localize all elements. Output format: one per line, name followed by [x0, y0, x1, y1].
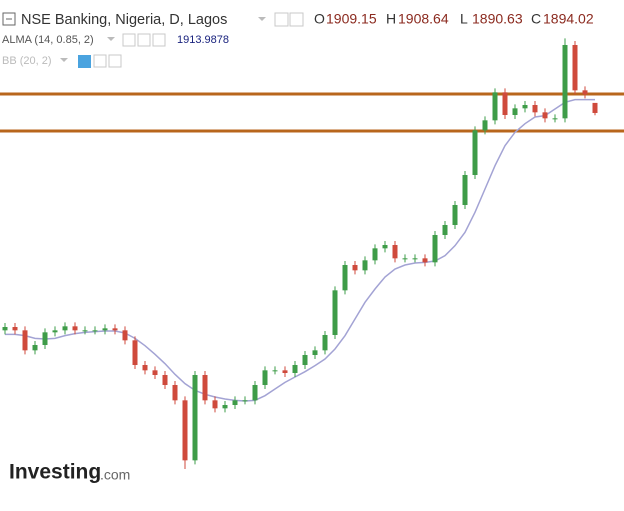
candle-body: [162, 375, 168, 385]
indicator-name: ALMA (14, 0.85, 2): [2, 34, 94, 46]
candle-body: [352, 265, 358, 271]
settings-icon[interactable]: [137, 33, 151, 47]
candle-body: [202, 375, 208, 401]
ohlc-value: 1890.63: [472, 11, 523, 27]
header: NSE Banking, Nigeria, D, Lagos ALMA (14,…: [2, 11, 594, 68]
eye-icon[interactable]: [274, 12, 289, 27]
eye-icon[interactable]: [78, 55, 91, 68]
candle-body: [382, 245, 388, 249]
watermark-brand: Investing: [9, 461, 101, 484]
candle-body: [92, 330, 98, 332]
candle-body: [222, 405, 228, 409]
candle-body: [392, 245, 398, 259]
candle-body: [262, 370, 268, 385]
candle-body: [152, 370, 158, 375]
candle-body: [212, 400, 218, 409]
candle-body: [182, 400, 188, 461]
watermark-suffix: .com: [100, 467, 130, 483]
chart-title: NSE Banking, Nigeria, D, Lagos: [21, 12, 227, 28]
candle-body: [542, 112, 548, 119]
candle-body: [532, 105, 538, 113]
candle-body: [112, 328, 118, 331]
candle-body: [502, 92, 508, 115]
candle-body: [472, 130, 478, 175]
candle-body: [172, 385, 178, 401]
candle-body: [362, 260, 368, 271]
dropdown-arrow[interactable]: [60, 58, 68, 62]
candle-body: [72, 326, 78, 331]
candle-body: [302, 355, 308, 365]
candle-body: [512, 108, 518, 115]
candle-body: [242, 400, 248, 402]
candle-body: [432, 235, 438, 263]
ohlc-label: H: [386, 11, 396, 27]
candle-body: [322, 335, 328, 351]
candle-body: [232, 400, 238, 405]
ohlc-value: 1894.02: [543, 11, 594, 27]
candle-body: [282, 370, 288, 373]
candle-body: [522, 105, 528, 109]
settings-icon[interactable]: [93, 54, 107, 68]
candle-body: [442, 225, 448, 235]
candle-body: [422, 258, 428, 263]
candle-body: [372, 248, 378, 261]
ohlc-label: O: [314, 11, 325, 27]
candle-body: [192, 375, 198, 461]
candle-body: [292, 365, 298, 373]
dropdown-arrow[interactable]: [107, 37, 115, 41]
candle-body: [122, 330, 128, 341]
eye-icon[interactable]: [122, 33, 136, 47]
ohlc-label: C: [531, 11, 541, 27]
close-icon[interactable]: [108, 54, 122, 68]
candle-body: [32, 345, 38, 351]
ohlc-value: 1909.15: [326, 11, 377, 27]
candle-body: [492, 92, 498, 121]
candle-body: [402, 258, 408, 260]
candle-body: [42, 332, 48, 345]
ohlc-value: 1908.64: [398, 11, 449, 27]
candle-body: [12, 327, 18, 331]
candle-body: [582, 90, 588, 95]
indicator-line: [5, 98, 596, 402]
ohlc-label: L: [460, 11, 468, 27]
candle-body: [482, 120, 488, 131]
candle-body: [572, 45, 578, 91]
candle-body: [452, 205, 458, 225]
candle-body: [462, 175, 468, 205]
candle-body: [552, 118, 558, 120]
candle-body: [312, 350, 318, 355]
candle-body: [272, 370, 278, 372]
indicator-name: BB (20, 2): [2, 55, 52, 67]
candle-body: [252, 385, 258, 401]
dropdown-arrow[interactable]: [258, 17, 266, 21]
close-icon[interactable]: [152, 33, 166, 47]
candle-body: [412, 258, 418, 260]
candle-body: [592, 102, 598, 113]
settings-icon[interactable]: [289, 12, 304, 27]
candle-body: [102, 328, 108, 331]
candle-body: [62, 326, 68, 331]
candle-body: [2, 327, 8, 331]
candle-body: [332, 290, 338, 335]
candle-body: [22, 330, 28, 351]
candle-body: [342, 265, 348, 291]
candle-body: [82, 330, 88, 332]
candle-body: [52, 330, 58, 333]
plot-area: [0, 38, 624, 469]
candle-body: [132, 340, 138, 365]
candle-body: [142, 365, 148, 371]
indicator-value: 1913.9878: [177, 34, 229, 46]
candle-body: [562, 45, 568, 119]
